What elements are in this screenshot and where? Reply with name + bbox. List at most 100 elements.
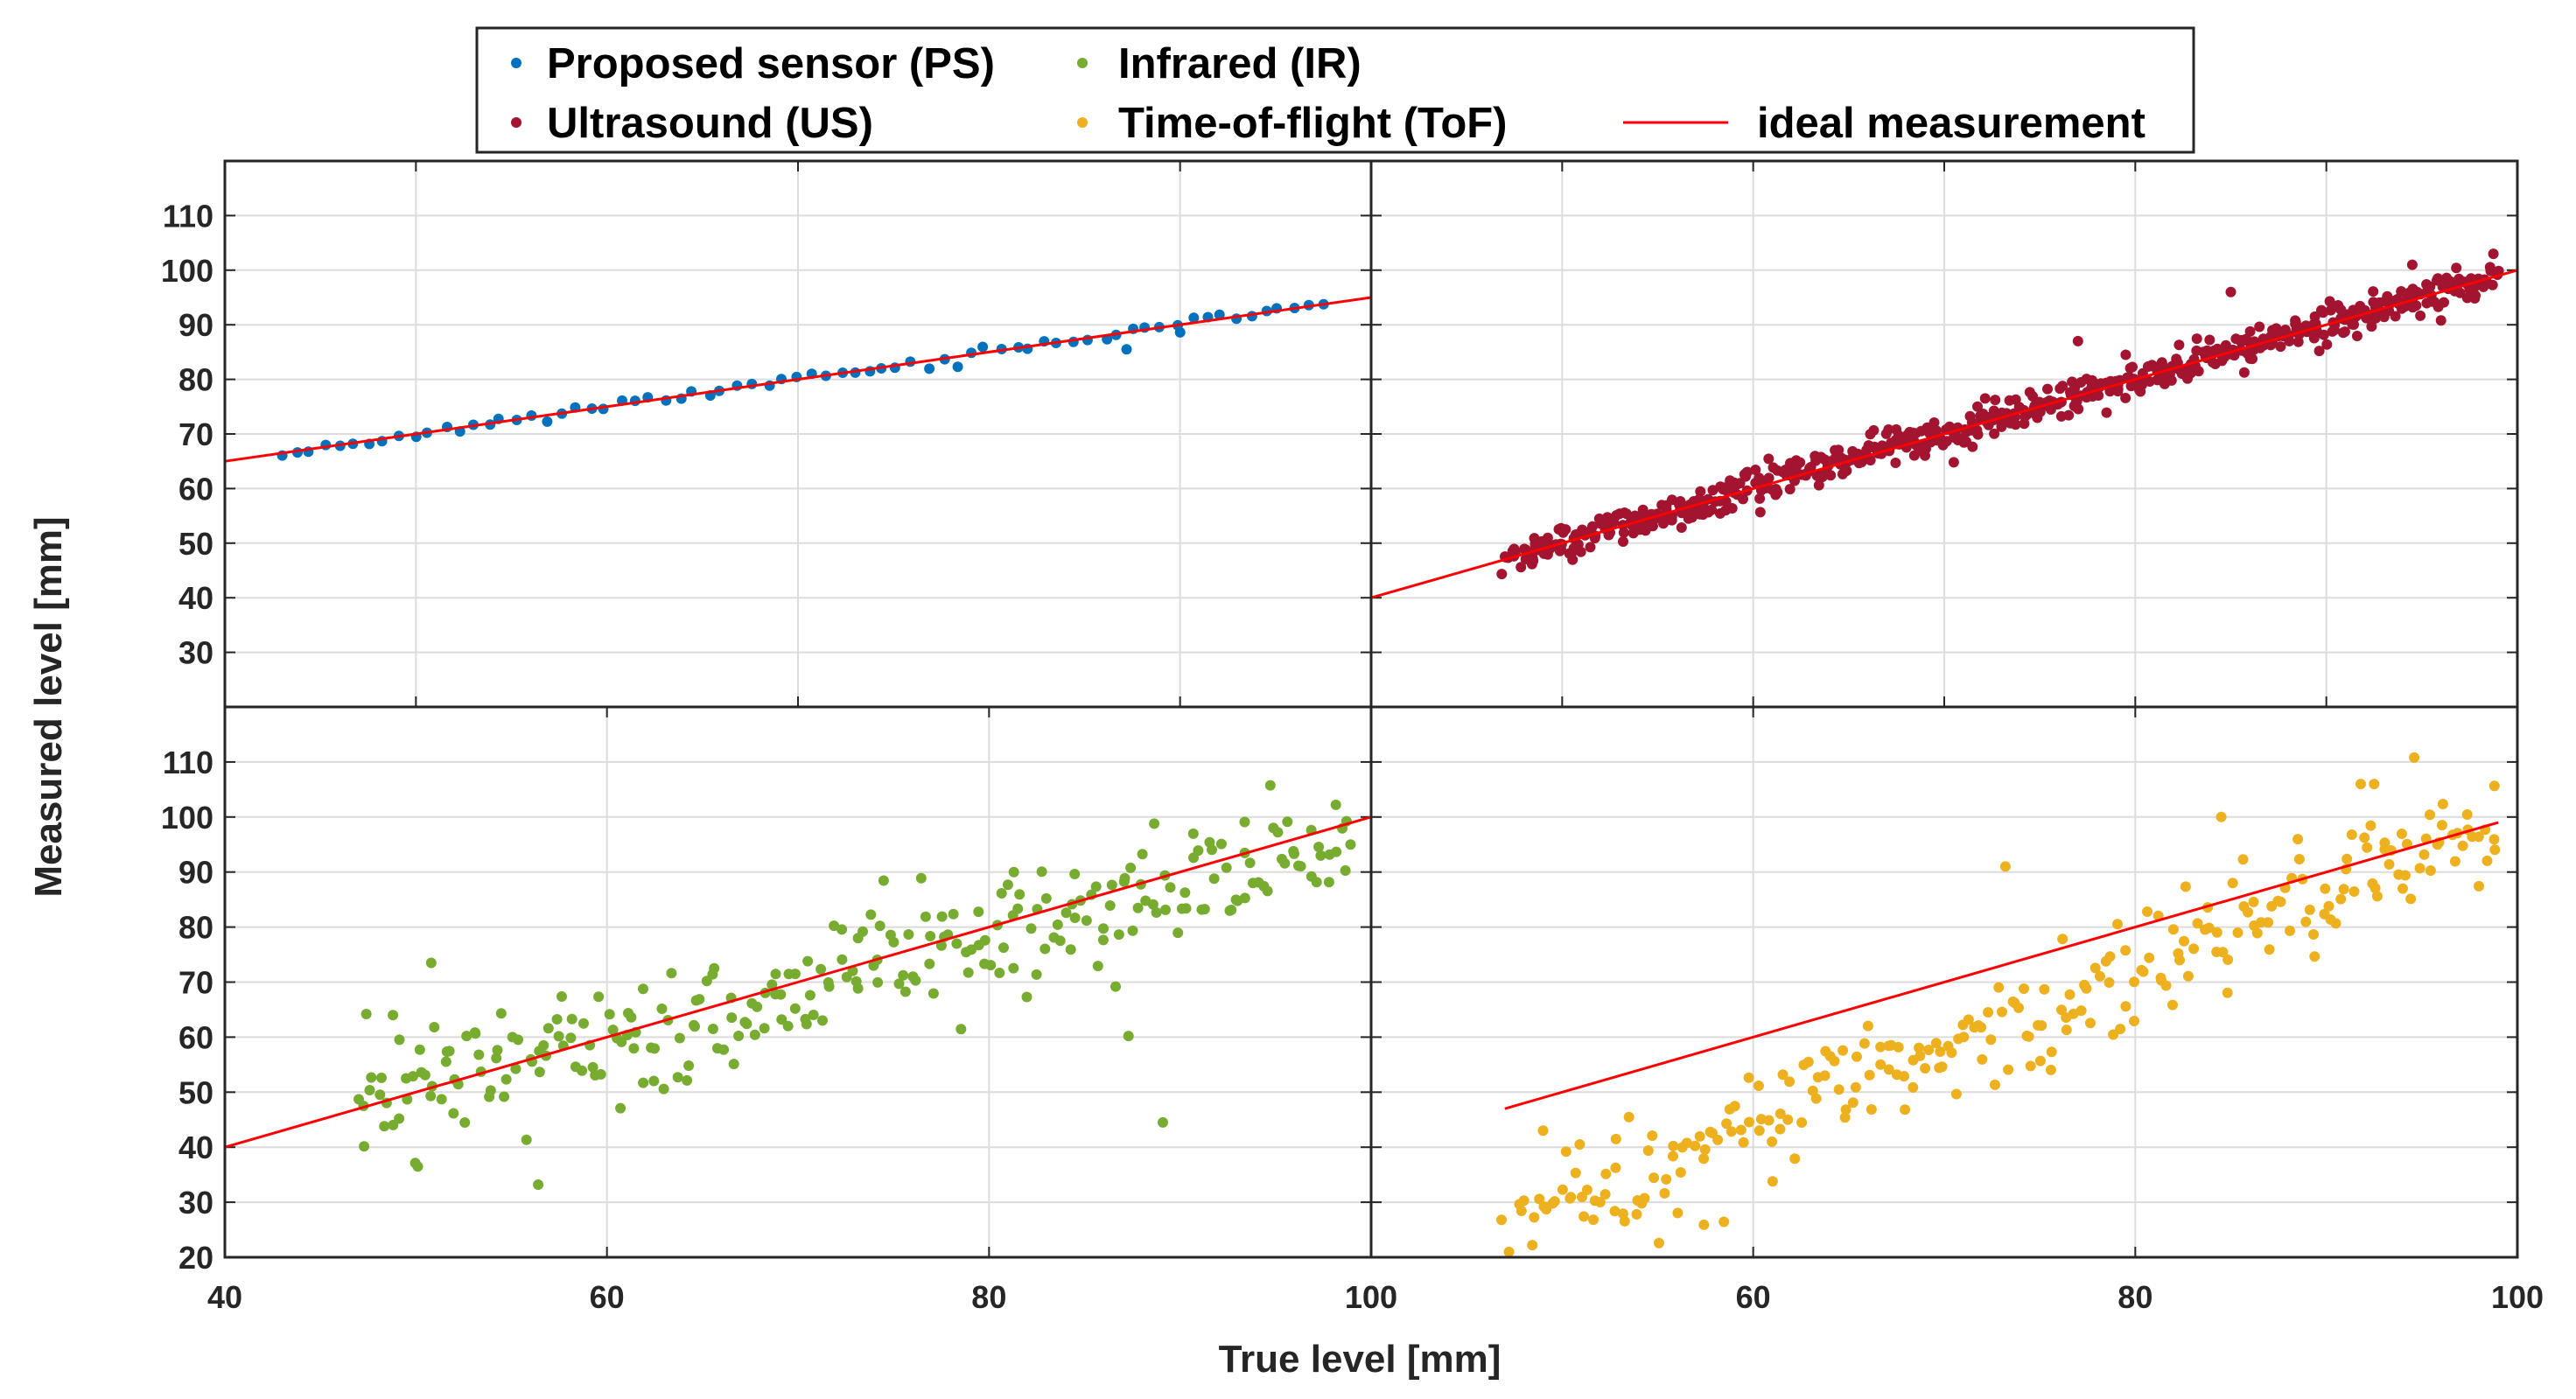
data-point-tof [2019, 983, 2029, 994]
data-point-ir [419, 1069, 430, 1081]
ideal-line-ps [224, 296, 1372, 463]
data-point-ir [1132, 902, 1144, 913]
data-point-ir [816, 963, 827, 975]
data-point-tof [2237, 854, 2249, 865]
data-point-us [1750, 465, 1761, 475]
data-point-us [1868, 424, 1880, 436]
data-point-tof [2167, 999, 2178, 1011]
data-point-tof [2369, 779, 2380, 790]
data-point-tof [1518, 1195, 1530, 1207]
data-point-ir [872, 976, 884, 988]
data-point-ir [1187, 828, 1199, 839]
data-point-ir [360, 1009, 372, 1019]
data-point-ir [1311, 877, 1322, 888]
data-point-us [1979, 393, 1991, 404]
data-point-tof [2211, 927, 2222, 938]
data-point-tof [1858, 1038, 1870, 1049]
data-point-ir [1288, 845, 1299, 857]
data-point-ir [1282, 816, 1293, 828]
data-point-ir [499, 1091, 510, 1102]
y-tick-label-ir: 40 [178, 1130, 214, 1165]
data-point-ir [718, 1044, 730, 1055]
data-point-us [2439, 297, 2449, 308]
data-point-tof [2104, 951, 2116, 962]
data-point-ir [656, 1004, 668, 1014]
data-point-tof [1935, 1046, 1946, 1057]
data-point-ir [1279, 857, 1291, 869]
data-point-ir [425, 957, 437, 969]
data-point-tof [2216, 811, 2227, 822]
data-point-tof [1777, 1069, 1788, 1081]
data-point-ir [1199, 904, 1210, 915]
data-point-us [1528, 556, 1539, 566]
data-point-us [1841, 465, 1852, 476]
data-point-ir [1069, 913, 1081, 923]
data-point-tof [1534, 1193, 1545, 1205]
data-point-tof [1661, 1173, 1672, 1185]
data-point-ir [1244, 857, 1256, 869]
x-axis-title: True level [mm] [1219, 1338, 1502, 1381]
data-point-tof [2013, 1002, 2024, 1013]
data-point-tof [1609, 1206, 1620, 1217]
data-point-us [2238, 367, 2250, 378]
data-point-tof [1503, 1246, 1515, 1257]
data-point-ir [1172, 927, 1184, 939]
data-point-tof [2488, 780, 2500, 792]
data-point-us [2247, 353, 2258, 365]
data-point-tof [1936, 1061, 1948, 1073]
data-point-us [2166, 374, 2177, 386]
data-point-us [2368, 286, 2379, 297]
data-point-tof [2021, 1031, 2033, 1041]
x-tick-label-ir: 40 [207, 1279, 242, 1315]
data-point-ir [924, 958, 935, 969]
data-point-ir [485, 1085, 496, 1096]
data-point-ir [874, 920, 886, 932]
data-point-tof [2309, 951, 2320, 962]
x-tick-label-tof: 80 [2118, 1279, 2152, 1315]
data-point-ir [694, 994, 705, 1005]
data-point-ir [998, 942, 1009, 954]
data-point-tof [2036, 1020, 2048, 1032]
data-point-ir [565, 1032, 577, 1044]
data-point-tof [2129, 1016, 2139, 1026]
data-point-us [1542, 532, 1553, 543]
data-point-ir [1345, 839, 1356, 850]
data-point-ir [1151, 907, 1162, 918]
data-point-tof [1866, 1104, 1877, 1115]
data-point-ir [542, 1023, 554, 1034]
data-point-ir [898, 969, 909, 981]
data-point-ir [374, 1089, 386, 1101]
data-point-ir [900, 986, 911, 997]
data-point-ir [1090, 881, 1102, 892]
data-point-tof [2034, 1055, 2046, 1067]
data-point-ir [802, 955, 814, 967]
data-point-tof [2308, 929, 2319, 940]
data-point-tof [1862, 1020, 1873, 1032]
y-tick-label-ir: 110 [163, 745, 214, 780]
data-point-ir [1207, 844, 1217, 856]
data-point-us [1972, 429, 1984, 440]
data-point-tof [2489, 844, 2501, 856]
data-point-ir [789, 1003, 801, 1014]
data-point-us [1637, 504, 1648, 515]
data-point-us [2470, 290, 2481, 301]
data-point-tof [1838, 1045, 1849, 1056]
data-point-tof [2384, 858, 2395, 870]
data-point-tof [2203, 922, 2215, 934]
data-point-tof [2039, 983, 2050, 995]
data-point-tof [1930, 1038, 1942, 1049]
data-point-ir [1226, 905, 1237, 915]
data-point-tof [2095, 970, 2105, 982]
data-point-us [1890, 458, 1901, 468]
data-point-us [1967, 441, 1978, 452]
data-point-ir [1104, 900, 1116, 911]
data-point-tof [1810, 1093, 1822, 1104]
data-point-tof [2425, 865, 2436, 876]
data-point-tof [2285, 925, 2295, 936]
data-point-ir [726, 1012, 738, 1024]
data-point-us [1619, 507, 1630, 518]
data-point-us [1516, 562, 1527, 573]
data-point-tof [1875, 1041, 1886, 1053]
data-point-ir [1323, 877, 1334, 888]
data-point-us [2042, 383, 2053, 395]
